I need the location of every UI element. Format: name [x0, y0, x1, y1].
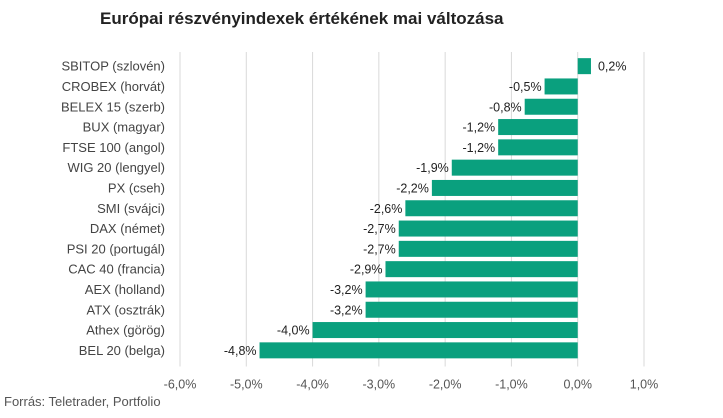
data-label: -2,6%	[370, 202, 403, 216]
x-tick-label: -1,0%	[495, 378, 528, 392]
data-label: -4,8%	[224, 344, 257, 358]
category-label: WIG 20 (lengyel)	[67, 160, 165, 175]
category-label: AEX (holland)	[85, 282, 165, 297]
bar	[431, 179, 578, 196]
data-label: -2,7%	[363, 242, 396, 256]
bar	[405, 200, 578, 217]
data-label: -2,7%	[363, 222, 396, 236]
data-label: -2,9%	[350, 263, 383, 277]
category-label: BEL 20 (belga)	[79, 343, 165, 358]
x-tick-label: 0,0%	[563, 378, 592, 392]
category-label: SBITOP (szlovén)	[61, 59, 165, 74]
labels: -6,0% -5,0% -4,0% -3,0% -2,0% -1,0% 0,0% 1,0% SB…	[61, 59, 658, 392]
category-label: CAC 40 (francia)	[68, 262, 165, 277]
x-tick-label: 1,0%	[630, 378, 659, 392]
data-label: -2,2%	[396, 181, 429, 195]
bar	[312, 322, 578, 339]
category-label: PSI 20 (portugál)	[67, 241, 165, 256]
data-label: -0,8%	[489, 100, 522, 114]
category-label: BELEX 15 (szerb)	[61, 99, 165, 114]
data-label: -0,5%	[509, 80, 542, 94]
bar	[365, 281, 578, 298]
bar	[398, 220, 578, 237]
data-label: 0,2%	[598, 60, 627, 74]
bar	[385, 261, 578, 278]
data-label: -1,9%	[416, 161, 449, 175]
category-label: CROBEX (horvát)	[62, 79, 165, 94]
x-tick-label: -3,0%	[363, 378, 396, 392]
bar	[259, 342, 578, 359]
data-label: -3,2%	[330, 283, 363, 297]
bar	[365, 301, 578, 318]
x-tick-label: -5,0%	[230, 378, 263, 392]
bar	[544, 78, 578, 95]
category-label: DAX (német)	[90, 221, 165, 236]
data-label: -3,2%	[330, 303, 363, 317]
data-label: -1,2%	[463, 141, 496, 155]
x-tick-label: -2,0%	[429, 378, 462, 392]
category-label: BUX (magyar)	[83, 120, 165, 135]
source-note: Forrás: Teletrader, Portfolio	[4, 394, 161, 409]
bar	[524, 98, 578, 115]
bar	[398, 240, 578, 257]
bar	[451, 159, 578, 176]
category-label: SMI (svájci)	[97, 201, 165, 216]
bar	[498, 119, 578, 136]
category-label: Athex (görög)	[86, 323, 165, 338]
x-tick-label: -4,0%	[296, 378, 329, 392]
category-label: PX (cseh)	[108, 180, 165, 195]
chart-title: Európai részvényindexek értékének mai vá…	[100, 9, 504, 28]
bar	[577, 58, 591, 75]
category-label: FTSE 100 (angol)	[62, 140, 165, 155]
bar	[498, 139, 578, 156]
data-label: -4,0%	[277, 324, 310, 338]
x-tick-label: -6,0%	[164, 378, 197, 392]
category-label: ATX (osztrák)	[87, 302, 166, 317]
data-label: -1,2%	[463, 121, 496, 135]
bars	[259, 58, 591, 359]
